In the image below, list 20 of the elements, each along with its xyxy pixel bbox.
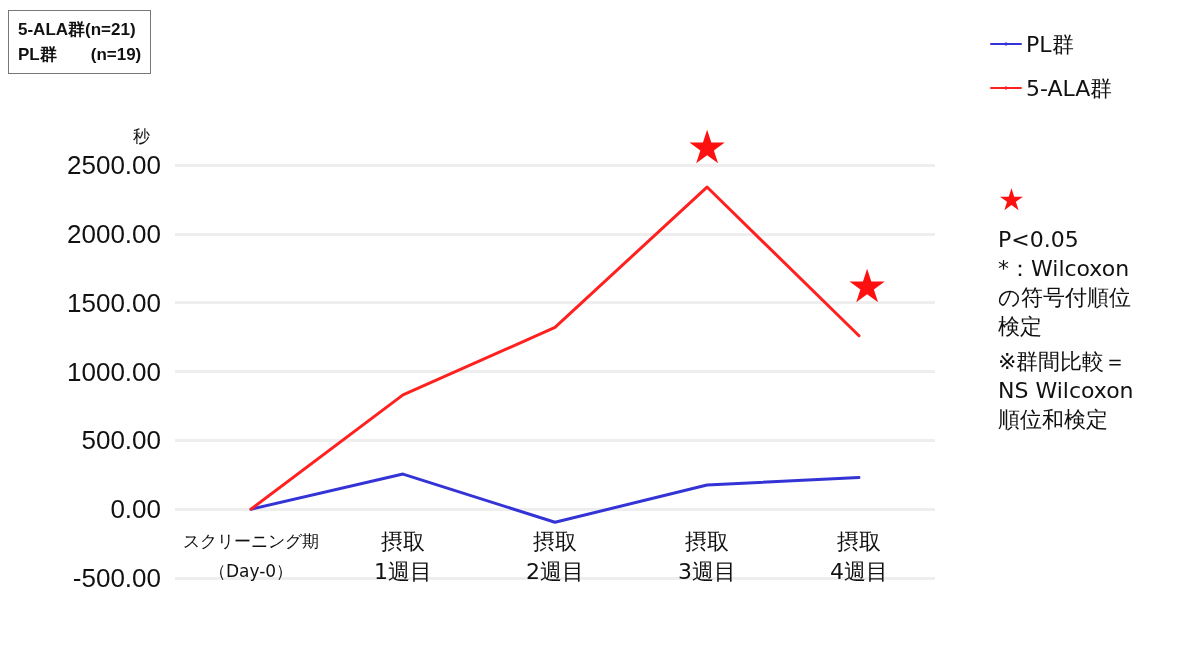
y-tick-label: 2000.00 — [67, 218, 161, 249]
y-axis-title: 秒 — [133, 127, 150, 146]
x-tick-label: スクリーニング期（Day-0） — [183, 531, 319, 582]
text: ※群間比較＝ NS Wilcoxon 順位和検定 — [998, 349, 1134, 432]
legend-label: 5-ALA群 — [1026, 75, 1113, 101]
x-tick-label: 摂取 3週目 — [678, 528, 736, 584]
y-tick-label: 500.00 — [81, 425, 161, 456]
legend-label: PL群 — [1026, 31, 1074, 57]
y-tick-label: 1000.00 — [67, 356, 161, 387]
y-tick-label: 1500.00 — [67, 287, 161, 318]
y-tick-label: -500.00 — [72, 563, 161, 593]
x-tick-label: 摂取 4週目 — [830, 528, 888, 584]
x-tick-label: 摂取 1週目 — [374, 528, 432, 584]
x-tick-label: 摂取 2週目 — [526, 528, 584, 584]
annotation: ★ — [685, 119, 729, 176]
text: 5-ALA群(n=21) PL群 (n=19) — [8, 10, 152, 74]
annotation: ★ — [845, 257, 889, 315]
y-tick-label: 0.00 — [110, 494, 161, 525]
y-tick-label: 2500.00 — [67, 150, 161, 180]
text: ★ P<0.05 *：Wilcoxon の符号付順位検定 — [998, 182, 1131, 339]
